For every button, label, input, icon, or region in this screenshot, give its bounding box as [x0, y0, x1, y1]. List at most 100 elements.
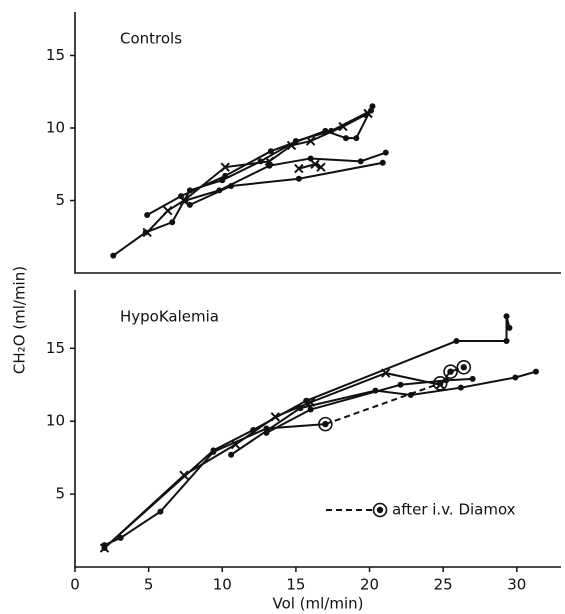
dot-marker — [506, 324, 513, 331]
x-tick-label: 30 — [507, 576, 526, 594]
legend-label: after i.v. Diamox — [392, 501, 516, 519]
dot-marker — [307, 406, 314, 413]
series-line — [103, 372, 441, 549]
dot-marker — [353, 135, 360, 142]
dot-marker — [157, 508, 164, 515]
dot-marker — [186, 201, 193, 208]
x-tick-label: 15 — [286, 576, 305, 594]
dot — [447, 368, 454, 375]
dot-marker — [169, 219, 176, 226]
dot — [322, 420, 329, 428]
x-axis-label: Vol (ml/min) — [272, 595, 363, 613]
panel-title: HypoKalemia — [120, 308, 219, 326]
circled-marker — [456, 359, 472, 375]
dot-marker — [101, 545, 108, 552]
y-tick-label: 15 — [46, 339, 65, 357]
dot — [460, 364, 467, 371]
x-marker — [316, 162, 326, 172]
ring — [443, 364, 458, 379]
x-stroke — [316, 162, 326, 172]
y-tick-label: 10 — [46, 412, 65, 430]
x-stroke — [305, 397, 316, 407]
ring — [432, 376, 448, 391]
dot-marker — [342, 135, 349, 142]
x-stroke — [220, 162, 230, 172]
x-marker — [305, 136, 316, 146]
circled-marker — [432, 376, 448, 391]
dot-marker — [503, 313, 510, 320]
dot-marker — [228, 183, 235, 189]
x-stroke — [142, 227, 152, 238]
dot-marker — [357, 158, 364, 165]
y-axis-label: CH₂O (ml/min) — [11, 266, 29, 374]
x-tick-label: 5 — [144, 576, 154, 594]
dot-marker — [512, 374, 519, 381]
ring — [318, 416, 333, 432]
circled-marker — [443, 364, 458, 379]
series-line — [189, 161, 383, 206]
dot — [376, 506, 384, 514]
dot-marker — [263, 429, 270, 436]
dot-marker — [110, 252, 117, 259]
series-line — [104, 423, 326, 547]
dot-marker — [267, 148, 274, 155]
dot-marker — [457, 384, 464, 391]
series-line — [146, 112, 369, 234]
x-tick-label: 20 — [360, 576, 379, 594]
series-line — [230, 370, 537, 456]
ring — [456, 359, 472, 375]
x-stroke — [264, 156, 275, 167]
dot-marker — [250, 426, 257, 433]
x-marker — [230, 439, 241, 450]
dot-marker — [266, 162, 273, 169]
dot — [437, 380, 444, 387]
y-tick-label: 15 — [46, 46, 65, 64]
x-tick-label: 0 — [70, 576, 80, 594]
x-stroke — [310, 159, 320, 169]
dot-marker — [295, 175, 302, 182]
x-stroke — [286, 140, 297, 151]
x-marker — [286, 140, 297, 151]
panel-title: Controls — [120, 30, 182, 48]
dot-marker — [142, 229, 149, 236]
x-marker — [310, 159, 320, 169]
x-stroke — [305, 136, 316, 146]
y-tick-label: 5 — [55, 191, 65, 209]
x-marker — [294, 163, 304, 174]
series-line — [185, 151, 387, 202]
circled-marker — [372, 502, 388, 518]
x-stroke — [363, 108, 373, 119]
x-marker — [142, 227, 152, 238]
x-stroke — [381, 368, 391, 378]
x-stroke — [294, 163, 304, 174]
dot-marker — [297, 405, 304, 412]
x-stroke — [230, 439, 241, 450]
x-tick-label: 25 — [434, 576, 453, 594]
dot-marker — [117, 534, 124, 541]
dot-marker — [379, 159, 386, 166]
x-stroke — [338, 121, 348, 132]
dot-marker — [210, 447, 217, 454]
x-stroke — [163, 205, 173, 216]
axes — [74, 290, 561, 568]
dot-marker — [382, 149, 389, 156]
dot-marker — [144, 212, 151, 218]
dot-marker — [369, 103, 376, 110]
dot-marker — [397, 381, 404, 388]
ring — [372, 502, 388, 518]
dot-marker — [503, 338, 510, 345]
dot-marker — [453, 338, 460, 345]
dot-marker — [228, 451, 235, 458]
dot-marker — [532, 368, 539, 375]
dot-marker — [322, 127, 329, 134]
dot-marker — [222, 172, 229, 179]
dot-marker — [303, 397, 310, 404]
x-marker — [163, 205, 173, 216]
series-line — [103, 315, 511, 549]
y-tick-label: 10 — [46, 119, 65, 137]
dot-marker — [469, 375, 476, 382]
x-marker — [264, 156, 275, 167]
x-marker — [363, 108, 373, 119]
x-tick-label: 10 — [213, 576, 232, 594]
